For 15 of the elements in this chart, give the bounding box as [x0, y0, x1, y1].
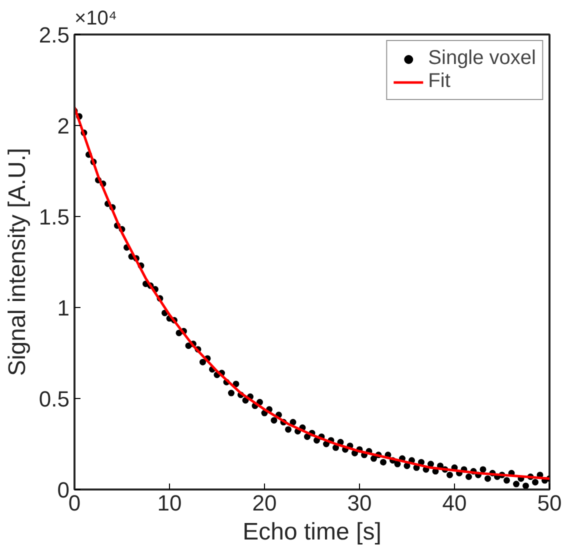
x-tick-label: 10 [157, 490, 182, 516]
y-tick-label: 0.5 [38, 386, 70, 412]
x-tick-label: 30 [347, 490, 372, 516]
y-tick-label: 2 [57, 114, 70, 138]
x-tick-label: 20 [252, 490, 277, 516]
y-tick-label: 1.5 [38, 204, 70, 230]
legend-label: Single voxel [428, 47, 536, 70]
text: ×10⁴ [74, 8, 118, 30]
y-tick-label: 2.5 [38, 22, 70, 48]
y-axis-title: Signal intensity [A.U.] [4, 148, 31, 376]
x-axis-title: Echo time [s] [242, 518, 382, 546]
x-tick-label: 50 [537, 490, 562, 516]
legend-label: Fit [428, 70, 450, 93]
y-tick-label: 1 [57, 296, 70, 320]
x-tick-label: 40 [442, 490, 467, 516]
